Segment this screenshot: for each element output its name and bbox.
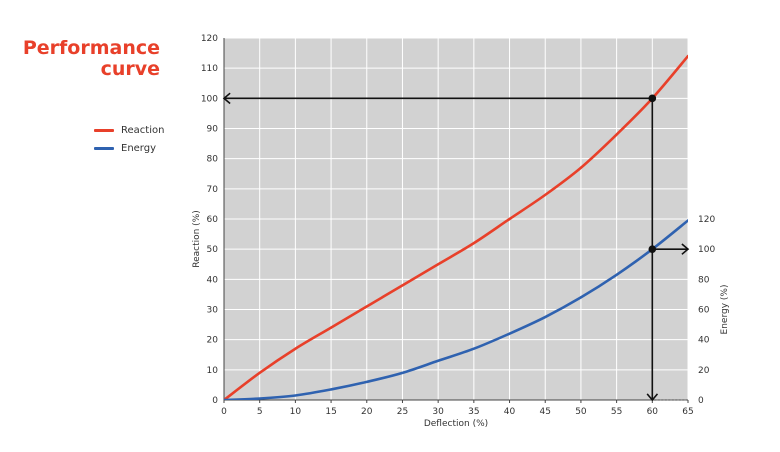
- x-tick-label: 30: [432, 407, 444, 417]
- x-tick-label: 20: [361, 407, 373, 417]
- chart-title-line-2: curve: [100, 58, 160, 80]
- y-left-tick-label: 30: [207, 306, 219, 316]
- x-tick-label: 60: [647, 407, 659, 417]
- legend-swatch-reaction: [94, 128, 114, 132]
- y-left-tick-label: 20: [207, 336, 219, 346]
- y-right-tick-label: 120: [698, 215, 715, 225]
- legend-label-reaction: Reaction: [121, 124, 165, 136]
- y-right-tick-label: 100: [698, 245, 715, 255]
- x-tick-label: 40: [504, 407, 516, 417]
- y-left-tick-label: 90: [207, 125, 219, 135]
- y-left-tick-label: 70: [207, 185, 219, 195]
- y-left-tick-label: 0: [212, 396, 218, 406]
- legend: Reaction Energy: [94, 121, 164, 157]
- x-tick-label: 45: [540, 407, 551, 417]
- y-left-tick-label: 110: [201, 64, 218, 74]
- annotation-arrow-head: [646, 393, 659, 402]
- series-layer: [224, 54, 688, 400]
- annotation-arrow-head: [222, 92, 231, 105]
- chart-title-line-1: Performance: [22, 37, 160, 59]
- y-axis-left-title: Reaction (%): [192, 210, 202, 268]
- annotation-arrow-head: [681, 243, 690, 255]
- x-tick-label: 55: [611, 407, 622, 417]
- y-right-tick-label: 60: [698, 306, 710, 316]
- y-right-tick-label: 40: [698, 336, 710, 346]
- series-line-energy: [224, 219, 688, 400]
- chart-title: Performance curve: [18, 38, 160, 80]
- legend-label-energy: Energy: [121, 142, 157, 154]
- y-right-tick-label: 0: [698, 396, 704, 406]
- y-left-tick-label: 80: [207, 155, 219, 165]
- x-axis-title: Deflection (%): [424, 419, 488, 429]
- annotation-point: [648, 245, 657, 253]
- annotations: [222, 92, 690, 402]
- y-left-tick-label: 120: [201, 34, 218, 44]
- y-left-tick-label: 100: [201, 94, 218, 104]
- x-tick-label: 10: [290, 407, 302, 417]
- y-left-tick-label: 40: [207, 275, 219, 285]
- legend-item-reaction: Reaction: [94, 121, 164, 139]
- annotation-point: [648, 94, 657, 103]
- legend-item-energy: Energy: [94, 139, 164, 157]
- x-tick-label: 35: [468, 407, 479, 417]
- x-tick-label: 50: [575, 407, 587, 417]
- y-left-tick-label: 60: [207, 215, 219, 225]
- x-tick-label: 5: [257, 407, 263, 417]
- series-line-reaction: [224, 54, 688, 400]
- y-left-tick-label: 10: [207, 366, 219, 376]
- legend-swatch-energy: [94, 146, 114, 150]
- tick-labels: 0 5 10 15 20 25 30 35 40 45 50 55 60 65 0 10 20 30 40 50 60 7…: [201, 34, 716, 417]
- x-tick-label: 15: [325, 407, 336, 417]
- x-tick-label: 65: [682, 407, 693, 417]
- x-tick-label: 0: [221, 407, 227, 417]
- x-tick-label: 25: [397, 407, 408, 417]
- y-axis-right-title: Energy (%): [720, 285, 730, 335]
- y-right-tick-label: 80: [698, 275, 710, 285]
- y-left-tick-label: 50: [207, 245, 219, 255]
- y-right-tick-label: 20: [698, 366, 710, 376]
